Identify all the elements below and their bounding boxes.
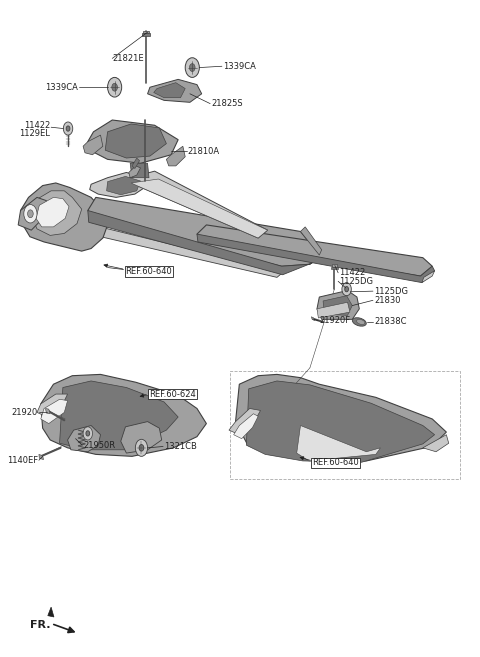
Polygon shape: [78, 223, 296, 277]
Bar: [230, 371, 460, 480]
Polygon shape: [88, 120, 178, 164]
Polygon shape: [39, 455, 44, 460]
Text: 1129EL: 1129EL: [19, 129, 50, 138]
Text: 1321CB: 1321CB: [164, 442, 197, 451]
Text: 1339CA: 1339CA: [223, 62, 256, 71]
Polygon shape: [246, 381, 434, 463]
Polygon shape: [129, 166, 141, 177]
Polygon shape: [60, 381, 178, 450]
Polygon shape: [236, 374, 446, 461]
Circle shape: [66, 126, 70, 131]
Polygon shape: [121, 422, 162, 453]
Polygon shape: [147, 79, 202, 102]
Polygon shape: [48, 607, 54, 617]
Polygon shape: [105, 124, 167, 158]
Polygon shape: [88, 210, 319, 275]
Circle shape: [185, 58, 199, 78]
Text: 21950R: 21950R: [83, 441, 115, 449]
Polygon shape: [124, 171, 267, 238]
Ellipse shape: [357, 319, 365, 325]
Polygon shape: [68, 426, 100, 452]
Polygon shape: [317, 290, 360, 319]
Circle shape: [139, 445, 144, 451]
Circle shape: [190, 64, 195, 72]
Circle shape: [83, 427, 93, 440]
Polygon shape: [144, 31, 149, 34]
Polygon shape: [332, 264, 337, 267]
Circle shape: [342, 283, 351, 296]
Circle shape: [24, 204, 37, 223]
Polygon shape: [167, 147, 185, 166]
Polygon shape: [88, 197, 319, 266]
Circle shape: [27, 210, 33, 217]
Text: 21810A: 21810A: [188, 147, 220, 156]
Text: 1339CA: 1339CA: [46, 83, 78, 92]
Polygon shape: [107, 176, 141, 194]
Text: 21920F: 21920F: [319, 316, 350, 325]
Polygon shape: [197, 234, 434, 283]
Text: 1140EF: 1140EF: [7, 456, 38, 464]
Polygon shape: [90, 173, 147, 197]
Text: FR.: FR.: [30, 620, 50, 630]
Text: REF.60-640: REF.60-640: [125, 267, 172, 276]
Text: 21821E: 21821E: [112, 54, 144, 63]
Text: 11422: 11422: [24, 121, 50, 130]
Polygon shape: [41, 399, 68, 424]
Polygon shape: [234, 414, 258, 439]
Text: 21830: 21830: [374, 296, 400, 305]
Circle shape: [345, 286, 348, 292]
Polygon shape: [300, 227, 322, 255]
Polygon shape: [297, 426, 381, 461]
Polygon shape: [323, 296, 352, 315]
Text: REF.60-640: REF.60-640: [312, 459, 359, 467]
Ellipse shape: [352, 318, 366, 326]
Polygon shape: [312, 317, 314, 321]
Text: REF.60-624: REF.60-624: [149, 390, 196, 399]
Text: 21825S: 21825S: [211, 99, 243, 108]
Polygon shape: [154, 83, 185, 98]
Circle shape: [108, 78, 122, 97]
Polygon shape: [143, 34, 150, 36]
Text: 21920: 21920: [12, 408, 38, 417]
Text: 1125DG: 1125DG: [339, 277, 373, 286]
Polygon shape: [41, 374, 206, 457]
Text: 11422: 11422: [339, 268, 365, 277]
Polygon shape: [331, 267, 338, 269]
Polygon shape: [130, 164, 149, 177]
Polygon shape: [83, 135, 103, 155]
Polygon shape: [132, 158, 140, 169]
Circle shape: [135, 440, 147, 457]
Polygon shape: [197, 225, 432, 276]
Polygon shape: [21, 183, 108, 251]
Polygon shape: [423, 435, 449, 452]
Polygon shape: [18, 197, 47, 230]
Circle shape: [86, 431, 90, 436]
Text: 1125DG: 1125DG: [374, 286, 408, 296]
Polygon shape: [317, 302, 350, 318]
Polygon shape: [37, 394, 68, 417]
Circle shape: [63, 122, 73, 135]
Polygon shape: [422, 271, 434, 283]
Polygon shape: [36, 197, 69, 227]
Polygon shape: [46, 409, 50, 414]
Polygon shape: [131, 179, 267, 238]
Text: 21838C: 21838C: [374, 317, 407, 327]
Polygon shape: [229, 409, 261, 435]
Polygon shape: [31, 191, 82, 235]
Circle shape: [112, 83, 118, 91]
